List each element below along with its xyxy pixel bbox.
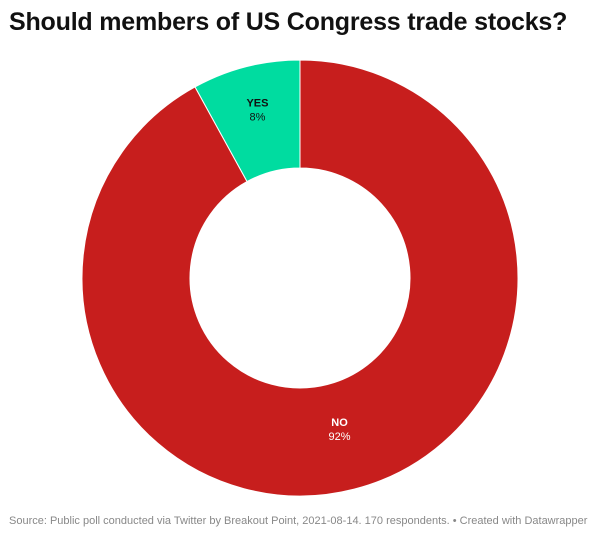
slice-label-no: NO <box>331 417 348 429</box>
donut-slices <box>81 59 519 497</box>
donut-labels: YES 8% NO 92% <box>246 97 350 443</box>
source-note: Source: Public poll conducted via Twitte… <box>9 515 588 527</box>
slice-value-yes: 8% <box>250 111 266 123</box>
slice-no <box>81 59 519 497</box>
chart-title: Should members of US Congress trade stoc… <box>9 8 568 36</box>
slice-value-no: 92% <box>329 431 351 443</box>
slice-label-yes: YES <box>246 97 268 109</box>
